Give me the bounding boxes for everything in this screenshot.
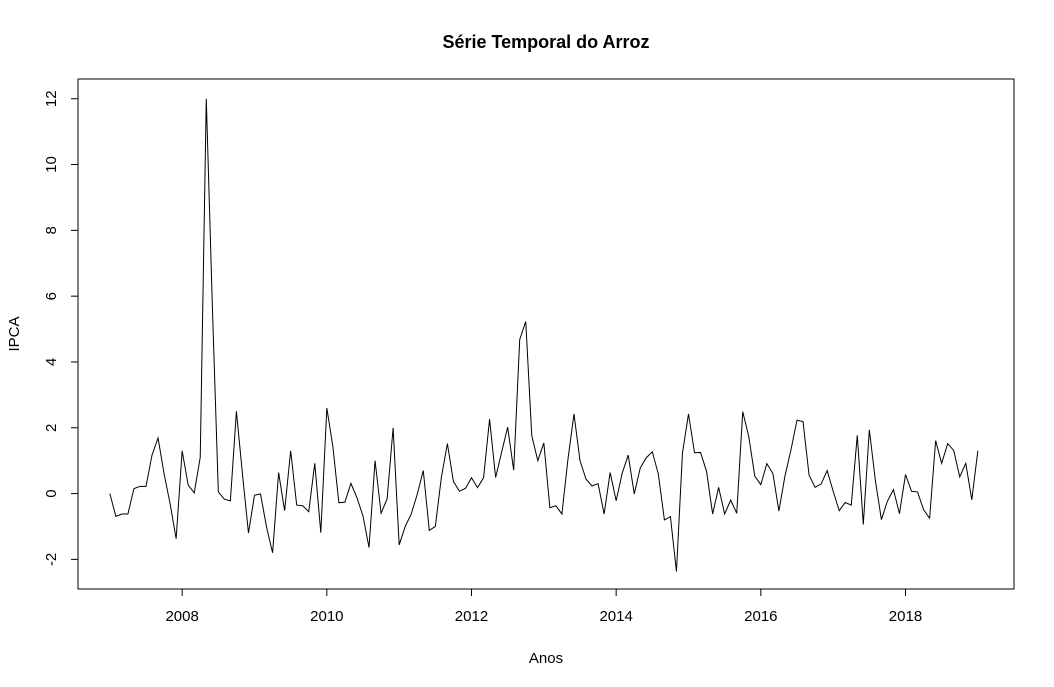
x-tick-label: 2014 — [599, 608, 632, 625]
y-tick-label: 6 — [43, 292, 60, 300]
y-tick-label: 0 — [43, 489, 60, 497]
x-tick-label: 2012 — [455, 608, 488, 625]
y-tick-label: 4 — [43, 358, 60, 366]
y-axis: -2 0 2 4 6 8 10 12 — [43, 90, 79, 566]
x-tick-label: 2018 — [889, 608, 922, 625]
y-tick-label: 8 — [43, 226, 60, 234]
x-tick-label: 2016 — [744, 608, 777, 625]
y-axis-label: IPCA — [6, 316, 23, 351]
series-line-ipca — [109, 98, 979, 572]
x-tick-label: 2008 — [165, 608, 198, 625]
y-tick-label: 2 — [43, 424, 60, 432]
y-tick-label: 10 — [43, 156, 60, 173]
y-tick-label: 12 — [43, 90, 60, 107]
plot-frame — [77, 78, 1015, 590]
x-axis-label: Anos — [529, 650, 563, 667]
y-tick-label: -2 — [43, 553, 60, 566]
x-tick-label: 2010 — [310, 608, 343, 625]
x-axis: 2008 2010 2012 2014 2016 2018 — [165, 588, 922, 625]
chart-title: Série Temporal do Arroz — [442, 32, 649, 52]
